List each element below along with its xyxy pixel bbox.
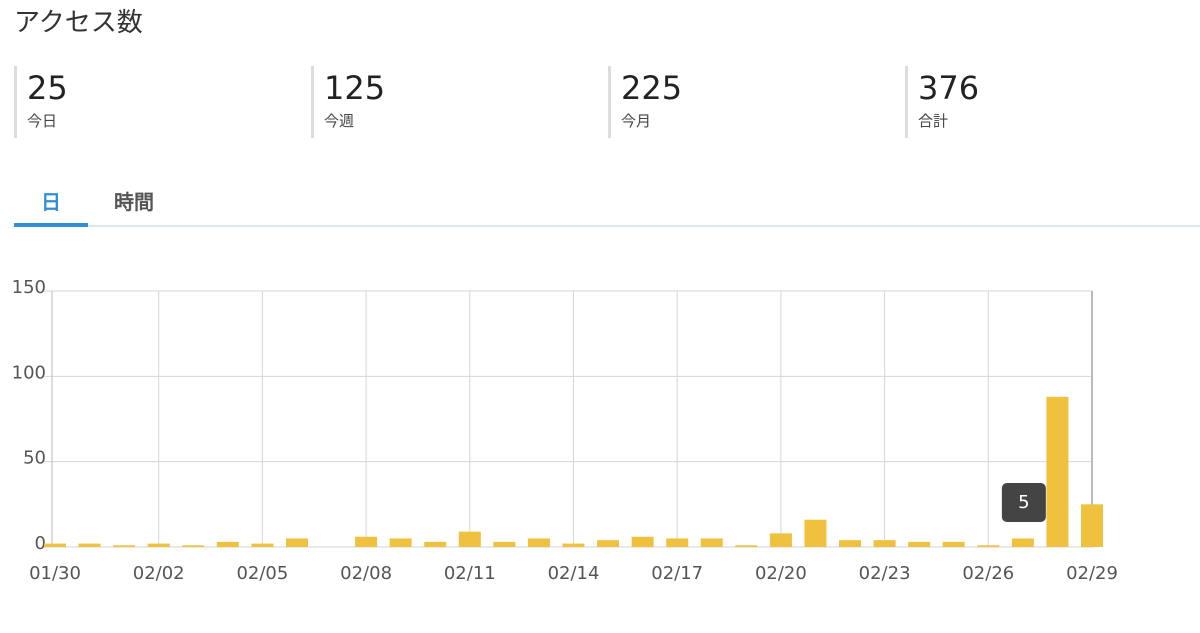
x-tick-label: 02/14 bbox=[548, 563, 600, 584]
x-tick-label: 02/17 bbox=[651, 563, 703, 584]
stat-label: 合計 bbox=[918, 112, 949, 130]
bar bbox=[666, 538, 689, 547]
x-tick-label: 02/26 bbox=[962, 563, 1014, 584]
bar bbox=[182, 545, 205, 547]
bar bbox=[977, 545, 1000, 547]
x-tick-label: 02/11 bbox=[444, 563, 496, 584]
bar bbox=[285, 538, 308, 547]
x-tick-label: 02/20 bbox=[755, 563, 807, 584]
tab-bar: 日 時間 bbox=[14, 178, 1200, 227]
stat-value: 25 bbox=[27, 69, 68, 107]
bar bbox=[1011, 538, 1034, 547]
bar bbox=[1046, 396, 1069, 547]
bar bbox=[908, 541, 931, 547]
bar bbox=[597, 540, 620, 547]
bar bbox=[1081, 504, 1103, 547]
stat: 376 合計 bbox=[905, 66, 979, 138]
bar bbox=[251, 543, 274, 547]
bar bbox=[527, 538, 550, 547]
y-tick-label: 100 bbox=[12, 362, 46, 383]
bar bbox=[44, 543, 66, 547]
x-tick-label: 02/08 bbox=[340, 563, 392, 584]
bar bbox=[113, 545, 136, 547]
stat: 225 今月 bbox=[608, 66, 682, 138]
stat: 125 今週 bbox=[311, 66, 385, 138]
stat: 25 今日 bbox=[14, 66, 68, 138]
tab[interactable]: 日 bbox=[14, 186, 88, 227]
stat-label: 今月 bbox=[621, 112, 652, 130]
y-tick-label: 50 bbox=[23, 448, 46, 469]
bar bbox=[562, 543, 585, 547]
y-tick-label: 0 bbox=[35, 533, 46, 554]
bar bbox=[700, 538, 723, 547]
bar bbox=[458, 531, 481, 547]
bar bbox=[389, 538, 412, 547]
bar bbox=[839, 540, 862, 547]
bar bbox=[147, 543, 170, 547]
x-tick-label: 01/30 bbox=[29, 563, 81, 584]
bar bbox=[355, 536, 378, 547]
bar bbox=[631, 536, 654, 547]
stat-value: 376 bbox=[918, 69, 980, 107]
stat-value: 125 bbox=[324, 69, 386, 107]
tab[interactable]: 時間 bbox=[114, 190, 154, 214]
tooltip: 5 bbox=[1001, 483, 1046, 522]
x-tick-label: 02/23 bbox=[859, 563, 911, 584]
stat-value: 225 bbox=[621, 69, 683, 107]
x-tick-label: 02/05 bbox=[236, 563, 288, 584]
stat-label: 今週 bbox=[324, 112, 355, 130]
x-tick-label: 02/02 bbox=[133, 563, 185, 584]
bar bbox=[942, 541, 965, 547]
x-tick-label: 02/29 bbox=[1066, 563, 1118, 584]
tooltip-text: 5 bbox=[1018, 492, 1029, 513]
bar bbox=[769, 533, 792, 547]
bar bbox=[735, 545, 758, 547]
bar bbox=[873, 540, 896, 547]
stat-label: 今日 bbox=[27, 112, 58, 130]
bar bbox=[493, 541, 516, 547]
tooltip-box bbox=[1001, 483, 1046, 522]
page-title: アクセス数 bbox=[14, 8, 143, 38]
bar bbox=[804, 519, 827, 547]
bar bbox=[216, 541, 239, 547]
y-tick-label: 150 bbox=[12, 277, 46, 298]
bar bbox=[78, 543, 101, 547]
bar bbox=[424, 541, 447, 547]
